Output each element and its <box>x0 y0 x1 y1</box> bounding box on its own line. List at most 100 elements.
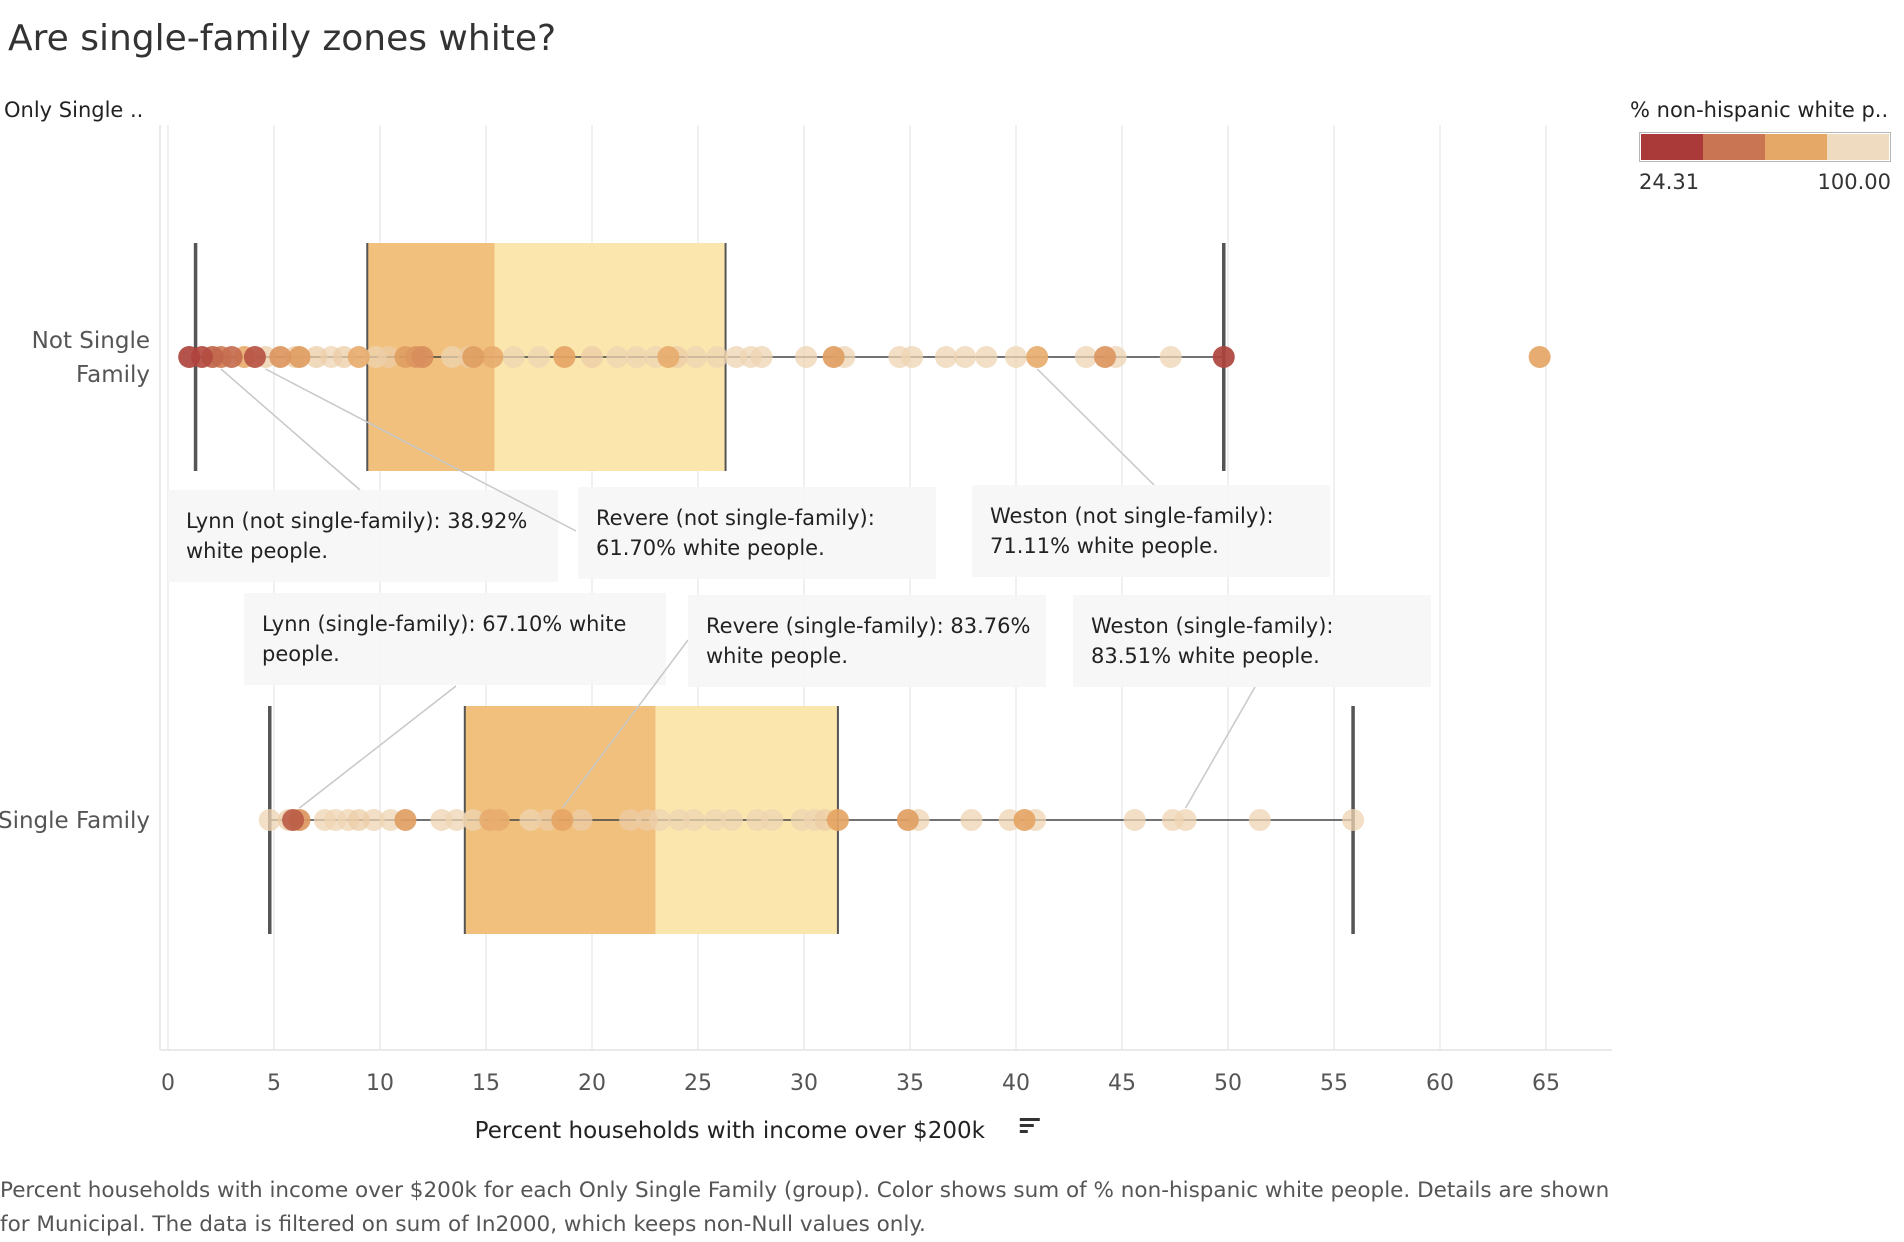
data-point <box>625 346 648 368</box>
data-point <box>822 346 845 368</box>
legend-max-label: 100.00 <box>1817 170 1891 194</box>
data-point <box>258 809 281 831</box>
data-point <box>1013 809 1036 831</box>
x-tick-label: 0 <box>161 1071 175 1096</box>
data-point <box>288 346 311 368</box>
data-point <box>462 346 485 368</box>
x-tick-label: 25 <box>684 1071 712 1096</box>
annotation-leader-line <box>1036 368 1155 486</box>
data-point <box>445 809 468 831</box>
sort-icon-bar <box>1019 1118 1040 1121</box>
annotation: Weston (single-family): 83.51% white peop… <box>1073 595 1431 809</box>
data-point <box>1159 346 1182 368</box>
data-point <box>394 809 417 831</box>
annotation-text: Revere (single-family): 83.76% <box>706 614 1030 638</box>
x-tick-label: 20 <box>578 1071 606 1096</box>
data-point <box>703 809 726 831</box>
x-tick-label: 5 <box>267 1071 281 1096</box>
x-tick-label: 50 <box>1214 1071 1242 1096</box>
x-axis-title: Percent households with income over $200… <box>475 1118 986 1144</box>
legend-values: 24.31 100.00 <box>1639 170 1891 194</box>
group-single-family: Single Family <box>0 706 1365 934</box>
annotation-text: white people. <box>186 539 328 563</box>
row-label: Single Family <box>0 808 150 834</box>
annotation-box <box>168 490 558 582</box>
data-point <box>411 346 434 368</box>
legend-min-label: 24.31 <box>1639 170 1700 194</box>
annotation-leader-line <box>561 639 689 809</box>
data-point <box>684 346 707 368</box>
data-point <box>720 809 743 831</box>
color-legend: % non-hispanic white p.. 24.31 100.00 <box>1630 98 1900 194</box>
data-point <box>901 346 924 368</box>
annotation: Weston (not single-family): 71.11% white … <box>972 368 1330 577</box>
annotation: Lynn (single-family): 67.10% white people… <box>244 593 666 809</box>
data-point <box>1174 809 1197 831</box>
annotation-text: 83.51% white people. <box>1091 644 1320 668</box>
data-point <box>347 346 370 368</box>
legend-color-ramp <box>1639 132 1891 162</box>
sort-icon-bar <box>1019 1130 1028 1133</box>
annotation: Revere (not single-family): 61.70% white … <box>265 368 936 579</box>
data-point <box>954 346 977 368</box>
data-point <box>761 809 784 831</box>
data-point <box>481 346 504 368</box>
legend-swatch <box>1641 134 1703 160</box>
annotation-box <box>688 595 1046 687</box>
annotation-text: Weston (single-family): <box>1091 614 1333 638</box>
annotation-box <box>244 593 666 685</box>
data-point <box>1248 809 1271 831</box>
data-point <box>657 346 680 368</box>
annotation-text: 71.11% white people. <box>990 534 1219 558</box>
data-point <box>462 809 485 831</box>
annotation-box <box>578 487 936 579</box>
legend-title: % non-hispanic white p.. <box>1630 98 1889 122</box>
annotation-box <box>972 485 1330 577</box>
data-point <box>826 809 849 831</box>
chart-caption: Percent households with income over $200… <box>0 1178 1610 1237</box>
data-point <box>377 346 400 368</box>
data-point <box>1123 809 1146 831</box>
x-tick-label: 15 <box>472 1071 500 1096</box>
data-point <box>581 346 603 368</box>
data-point <box>282 809 305 831</box>
data-point <box>570 809 593 831</box>
data-point <box>1212 346 1235 368</box>
data-point <box>896 809 919 831</box>
annotation-text: 61.70% white people. <box>596 536 825 560</box>
annotation-leader-line <box>298 685 457 809</box>
annotation-text: Lynn (not single-family): 38.92% <box>186 509 527 533</box>
data-point <box>269 346 292 368</box>
row-label: Not Single <box>32 328 150 354</box>
chart-title: Are single-family zones white? <box>8 18 557 59</box>
data-point <box>1094 346 1117 368</box>
data-point <box>551 809 574 831</box>
annotation: Revere (single-family): 83.76% white peop… <box>561 595 1046 809</box>
data-point <box>243 346 266 368</box>
data-point <box>960 809 983 831</box>
data-point <box>975 346 998 368</box>
annotation-text: Weston (not single-family): <box>990 504 1274 528</box>
data-point <box>706 346 729 368</box>
legend-swatch <box>1765 134 1827 160</box>
annotation-text: Lynn (single-family): 67.10% white <box>262 612 626 636</box>
data-point <box>795 346 818 368</box>
data-point <box>220 346 243 368</box>
data-point <box>636 809 659 831</box>
legend-swatch <box>1703 134 1765 160</box>
x-tick-label: 60 <box>1426 1071 1454 1096</box>
data-point <box>750 346 773 368</box>
row-field-label: Only Single .. <box>4 98 144 122</box>
x-tick-label: 35 <box>896 1071 924 1096</box>
data-point <box>935 346 958 368</box>
data-point <box>502 346 525 368</box>
annotation-text: people. <box>262 642 340 666</box>
boxplot-chart: 0 5 10 15 20 25 30 35 40 45 50 55 60 65 Percent househ… <box>0 125 1612 1144</box>
data-point <box>1342 809 1365 831</box>
data-point <box>1026 346 1049 368</box>
group-not-single-family: Not Single Family <box>32 243 1551 471</box>
annotation-text: white people. <box>706 644 848 668</box>
x-tick-label: 10 <box>366 1071 394 1096</box>
x-tick-labels: 0 5 10 15 20 25 30 35 40 45 50 55 60 65 <box>161 1071 1560 1096</box>
annotation-leader-line <box>265 368 577 532</box>
